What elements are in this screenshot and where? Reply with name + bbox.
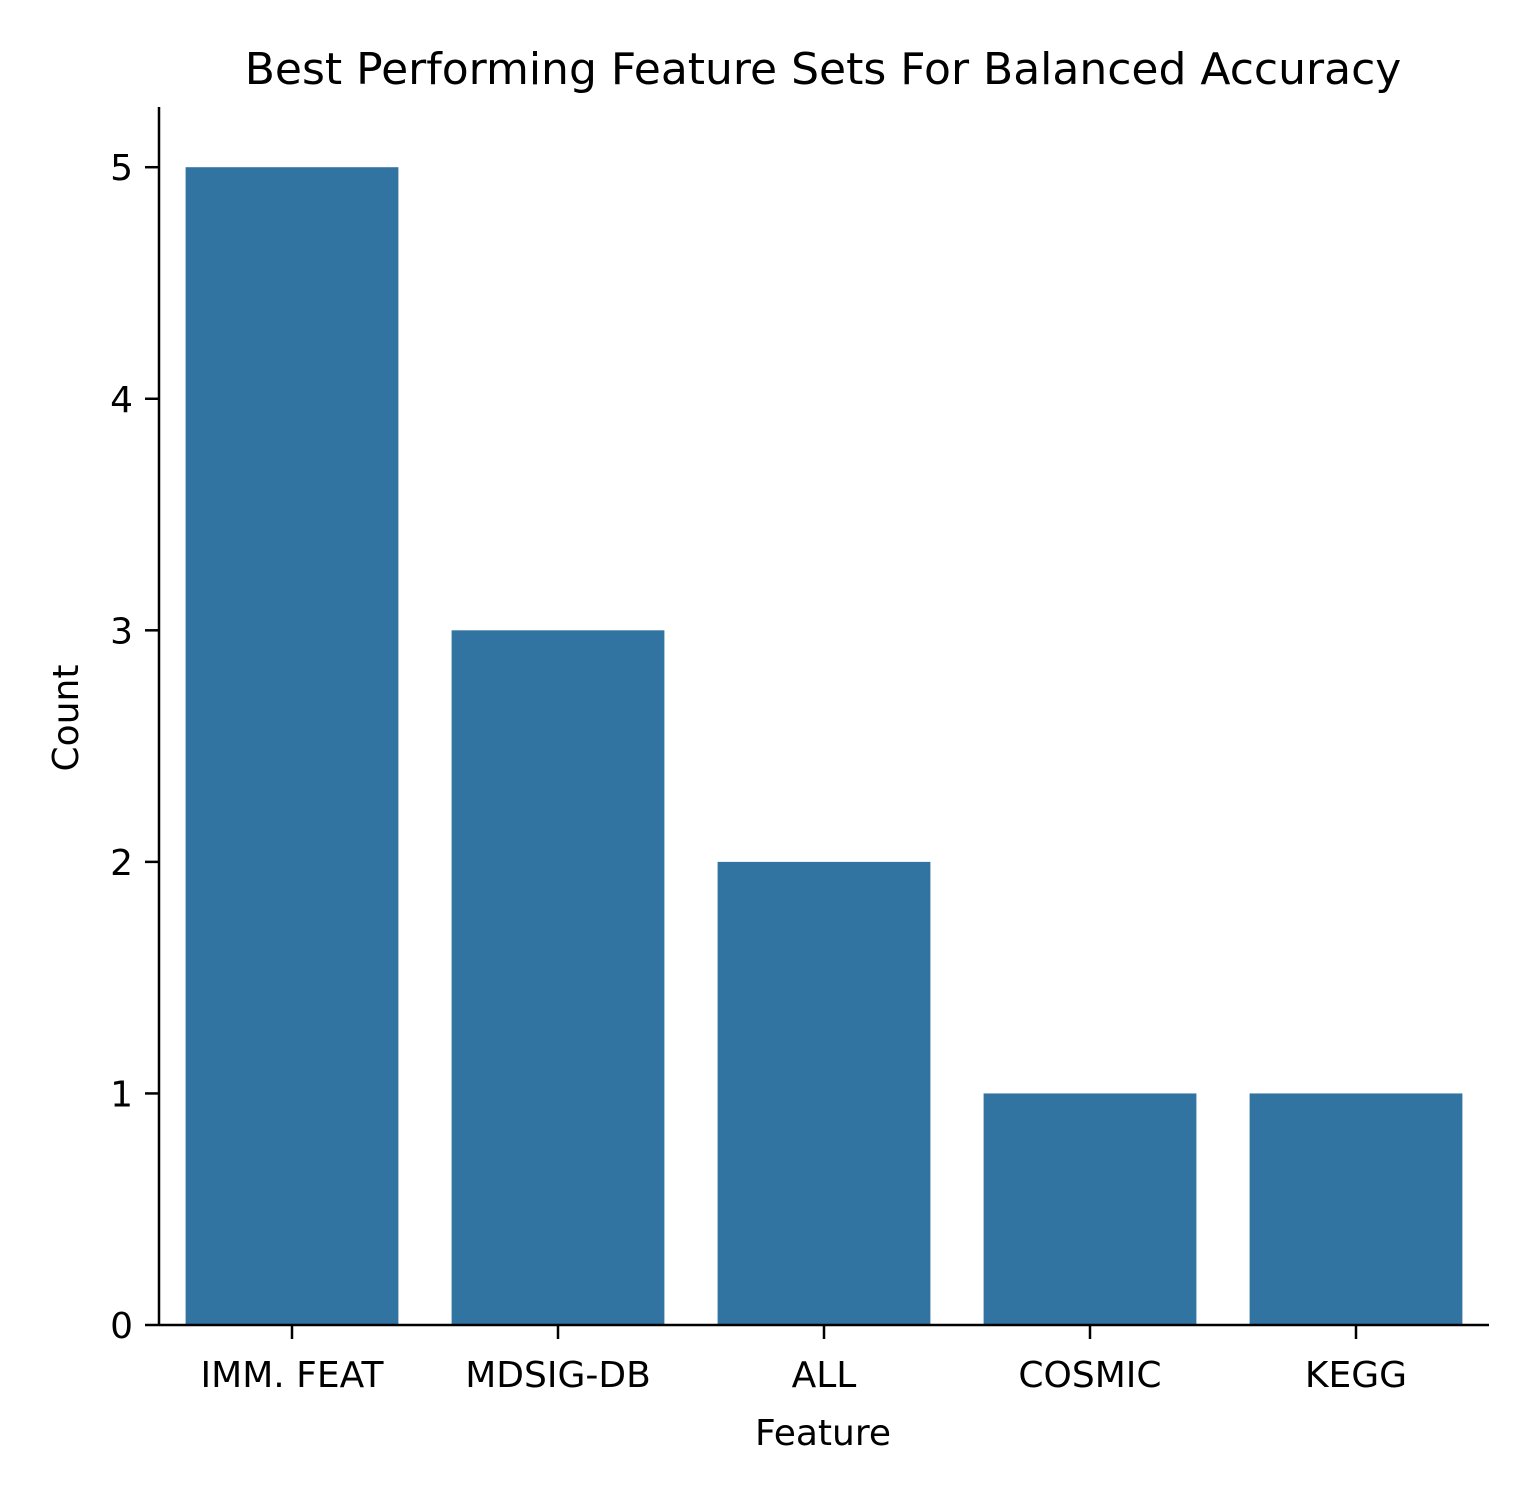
y-tick-label: 2 xyxy=(110,843,133,884)
bars-layer xyxy=(185,167,1463,1325)
bar-all xyxy=(717,861,931,1325)
y-tick-label: 0 xyxy=(110,1306,133,1347)
y-tick-label: 4 xyxy=(110,380,133,421)
y-tick-label: 1 xyxy=(110,1074,133,1115)
x-tick-label: ALL xyxy=(792,1355,857,1396)
chart-title: Best Performing Feature Sets For Balance… xyxy=(245,44,1402,95)
axes-layer: IMM. FEAT MDSIG-DB ALL COSMIC KEGG 0 1 2 3 4 5 xyxy=(110,107,1489,1396)
bar-imm-feat xyxy=(185,167,399,1325)
x-axis-label: Feature xyxy=(755,1413,891,1454)
bar-kegg xyxy=(1249,1093,1463,1325)
y-tick-label: 3 xyxy=(110,611,133,652)
bar-cosmic xyxy=(983,1093,1197,1325)
y-axis-label: Count xyxy=(46,665,87,772)
bar-mdsig-db xyxy=(451,630,665,1325)
y-tick-label: 5 xyxy=(110,148,133,189)
x-tick-label: MDSIG-DB xyxy=(465,1355,651,1396)
x-tick-label: IMM. FEAT xyxy=(201,1355,385,1396)
x-tick-label: KEGG xyxy=(1305,1355,1407,1396)
x-tick-label: COSMIC xyxy=(1018,1355,1161,1396)
